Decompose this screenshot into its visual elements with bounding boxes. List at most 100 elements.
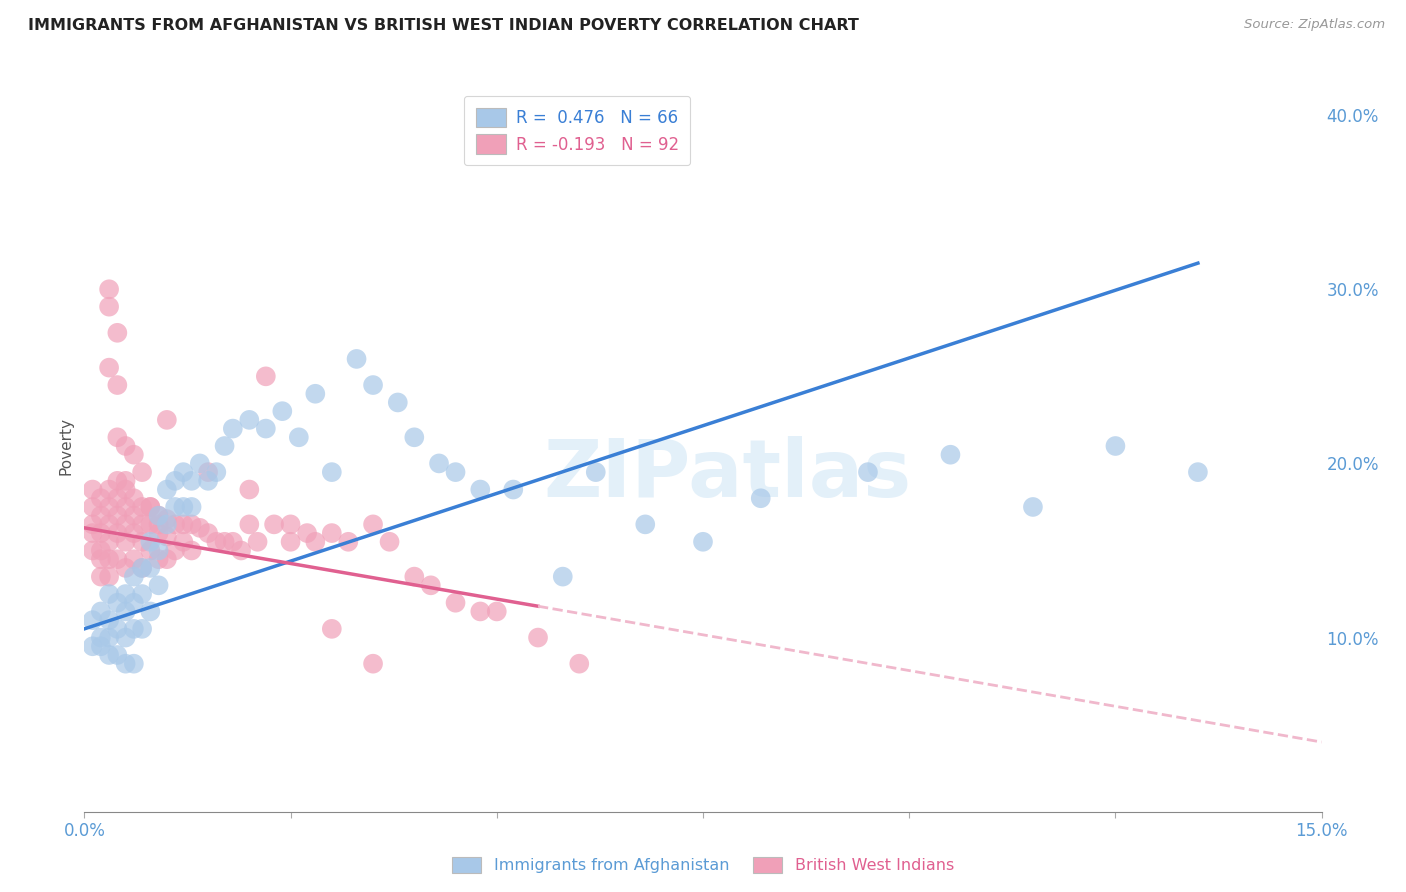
Point xyxy=(105,596,128,610)
Point xyxy=(82,543,104,558)
Point xyxy=(156,483,179,497)
Point xyxy=(122,508,145,523)
Point xyxy=(361,657,384,671)
Point xyxy=(502,483,524,497)
Point xyxy=(90,640,112,654)
Point xyxy=(98,648,121,662)
Point xyxy=(156,530,179,544)
Point xyxy=(205,534,228,549)
Point xyxy=(90,526,112,541)
Point xyxy=(205,465,228,479)
Point xyxy=(148,526,170,541)
Point xyxy=(188,521,211,535)
Y-axis label: Poverty: Poverty xyxy=(58,417,73,475)
Point xyxy=(321,622,343,636)
Point xyxy=(156,413,179,427)
Point xyxy=(82,500,104,514)
Point xyxy=(238,413,260,427)
Point xyxy=(222,534,245,549)
Point xyxy=(263,517,285,532)
Point xyxy=(105,430,128,444)
Point xyxy=(527,631,550,645)
Point xyxy=(98,587,121,601)
Point xyxy=(131,534,153,549)
Point xyxy=(122,596,145,610)
Point xyxy=(98,552,121,566)
Point xyxy=(444,596,467,610)
Point xyxy=(105,526,128,541)
Point xyxy=(180,474,202,488)
Point xyxy=(939,448,962,462)
Point xyxy=(114,657,136,671)
Point xyxy=(90,543,112,558)
Point xyxy=(148,543,170,558)
Point xyxy=(105,491,128,506)
Point xyxy=(172,534,194,549)
Point xyxy=(98,300,121,314)
Point xyxy=(139,500,162,514)
Legend: Immigrants from Afghanistan, British West Indians: Immigrants from Afghanistan, British Wes… xyxy=(446,850,960,880)
Point xyxy=(271,404,294,418)
Point xyxy=(105,622,128,636)
Point xyxy=(105,648,128,662)
Point xyxy=(131,622,153,636)
Point xyxy=(321,465,343,479)
Point xyxy=(304,386,326,401)
Point xyxy=(131,465,153,479)
Point xyxy=(82,640,104,654)
Point xyxy=(114,534,136,549)
Point xyxy=(131,561,153,575)
Point xyxy=(197,465,219,479)
Point xyxy=(470,483,492,497)
Point xyxy=(634,517,657,532)
Point xyxy=(98,569,121,583)
Point xyxy=(214,534,236,549)
Point xyxy=(122,552,145,566)
Point xyxy=(131,587,153,601)
Point xyxy=(254,421,277,435)
Point xyxy=(98,631,121,645)
Point xyxy=(139,517,162,532)
Point xyxy=(148,578,170,592)
Point xyxy=(180,517,202,532)
Legend: R =  0.476   N = 66, R = -0.193   N = 92: R = 0.476 N = 66, R = -0.193 N = 92 xyxy=(464,96,690,165)
Point xyxy=(361,378,384,392)
Point xyxy=(114,500,136,514)
Point xyxy=(139,534,162,549)
Point xyxy=(337,534,360,549)
Point xyxy=(131,517,153,532)
Text: ZIPatlas: ZIPatlas xyxy=(544,436,912,515)
Point xyxy=(114,604,136,618)
Point xyxy=(165,517,187,532)
Point xyxy=(229,543,252,558)
Point xyxy=(404,430,426,444)
Point xyxy=(122,622,145,636)
Point xyxy=(90,569,112,583)
Point xyxy=(98,282,121,296)
Text: Source: ZipAtlas.com: Source: ZipAtlas.com xyxy=(1244,18,1385,31)
Point xyxy=(165,543,187,558)
Point xyxy=(222,421,245,435)
Point xyxy=(139,604,162,618)
Point xyxy=(1187,465,1209,479)
Point xyxy=(82,526,104,541)
Point xyxy=(856,465,879,479)
Point xyxy=(98,500,121,514)
Point xyxy=(114,439,136,453)
Point xyxy=(105,508,128,523)
Point xyxy=(98,534,121,549)
Point xyxy=(114,561,136,575)
Point xyxy=(238,483,260,497)
Point xyxy=(214,439,236,453)
Point xyxy=(148,508,170,523)
Point xyxy=(346,351,368,366)
Point xyxy=(172,465,194,479)
Point xyxy=(180,543,202,558)
Point xyxy=(105,474,128,488)
Point xyxy=(404,569,426,583)
Text: IMMIGRANTS FROM AFGHANISTAN VS BRITISH WEST INDIAN POVERTY CORRELATION CHART: IMMIGRANTS FROM AFGHANISTAN VS BRITISH W… xyxy=(28,18,859,33)
Point xyxy=(82,517,104,532)
Point xyxy=(105,326,128,340)
Point xyxy=(551,569,574,583)
Point xyxy=(470,604,492,618)
